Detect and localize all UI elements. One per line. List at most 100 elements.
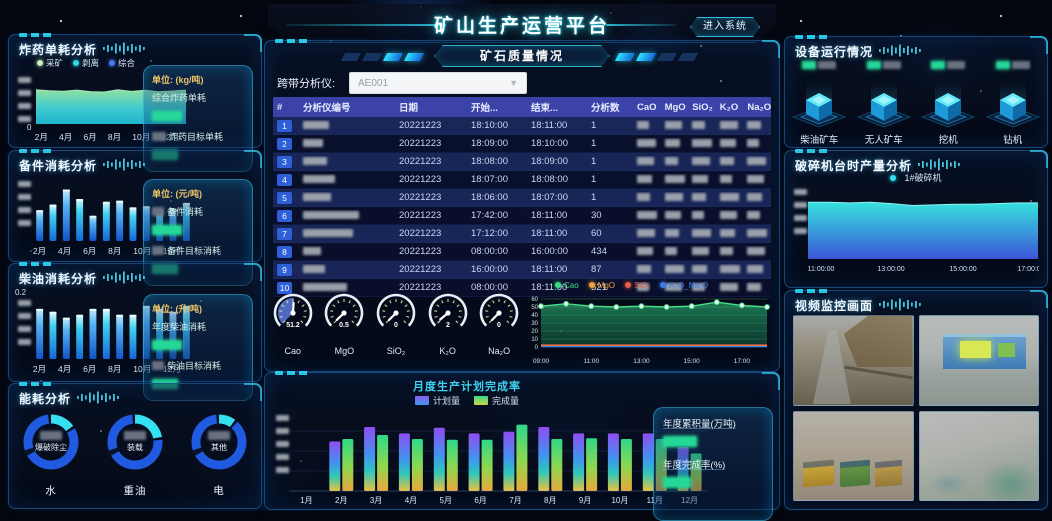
svg-text:3月: 3月 <box>370 496 382 505</box>
crusher-y-axis-redacted <box>793 189 807 234</box>
equipment-count-redacted <box>789 59 849 71</box>
legend-item: Cao <box>555 281 579 290</box>
axis-label: 6月 <box>83 245 96 257</box>
monthly-bar-chart: 1月2月3月4月5月6月7月8月9月10月11月12月 <box>289 399 707 512</box>
waveform-icon <box>103 158 147 174</box>
stat-label: 备件消耗 <box>152 205 244 218</box>
tab-deco-right <box>617 53 696 61</box>
waveform-icon <box>103 42 147 58</box>
donut-inner-label: 其他 <box>211 442 227 453</box>
gauge-label: K₂O <box>423 346 473 356</box>
svg-text:0: 0 <box>535 345 539 351</box>
lit-window <box>960 341 991 359</box>
svg-text:0: 0 <box>497 322 501 329</box>
guardrail <box>844 366 912 380</box>
svg-text:11:00:00: 11:00:00 <box>808 266 835 273</box>
axis-label: 4月 <box>58 245 71 257</box>
explosive-legend: 采矿剥离综合 <box>37 57 135 69</box>
gauge-label: SiO₂ <box>371 346 421 356</box>
unit-label: 单位: (升/吨) <box>152 302 244 315</box>
equipment-count-redacted <box>918 59 978 71</box>
crusher-legend-dot <box>890 175 896 181</box>
energy-donut-水: 爆破除尘水 <box>15 410 87 498</box>
explosive-y-axis-redacted <box>17 77 31 122</box>
svg-text:5月: 5月 <box>440 496 452 505</box>
stat-label: 年度柴油消耗 <box>152 320 244 333</box>
stars-background <box>0 0 2 2</box>
panel-energy-analysis: 能耗分析 爆破除尘水装载重油其他电 <box>8 383 262 509</box>
monthly-y-axis-redacted <box>275 415 289 473</box>
svg-text:9月: 9月 <box>579 496 591 505</box>
equipment-item: 挖机 <box>918 59 978 146</box>
lit-window-2 <box>998 343 1016 356</box>
fog-patch <box>981 461 1039 501</box>
stat-label: 炸药目标单耗 <box>152 130 244 143</box>
legend-item: SiO₂ <box>625 281 650 290</box>
donut-name: 重油 <box>99 483 171 498</box>
waveform-icon <box>879 44 923 60</box>
svg-text:17:00:00: 17:00:00 <box>1017 266 1039 273</box>
analyzer-select[interactable]: AE001 ▼ <box>349 72 527 94</box>
axis-label: 2月 <box>35 131 48 143</box>
panel-title: 设备运行情况 <box>795 43 873 60</box>
axis-label: 8月 <box>108 363 121 375</box>
camera-feed-2[interactable] <box>919 315 1040 406</box>
tab-ore-quality[interactable]: 矿石质量情况 <box>434 45 610 67</box>
waveform-icon <box>879 298 923 314</box>
panel-spare-parts-analysis: 备件消耗分析 2月4月6月8月10月12月 单位: (元/吨) 备件消耗 备件目… <box>8 150 262 262</box>
svg-text:0: 0 <box>394 322 398 329</box>
svg-text:15:00:00: 15:00:00 <box>949 266 976 273</box>
enter-system-button[interactable]: 进入系统 <box>690 17 760 37</box>
donut-inner-label: 装载 <box>127 442 143 453</box>
monthly-title: 月度生产计划完成率 <box>265 378 669 394</box>
camera-feed-4[interactable] <box>919 411 1040 502</box>
parked-truck <box>803 460 834 487</box>
donut-name: 水 <box>15 483 87 498</box>
panel-title: 柴油消耗分析 <box>19 270 97 287</box>
gauge-Na₂O: 0 Na₂O <box>474 289 524 356</box>
equipment-count-redacted <box>983 59 1043 71</box>
panel-title: 能耗分析 <box>19 390 71 407</box>
legend-item: 剥离 <box>73 57 99 69</box>
panel-diesel-analysis: 柴油消耗分析 0.2 2月4月6月8月10月12月 单位: (升/吨) 年度柴油… <box>8 263 262 382</box>
legend-item: K₂O_Na₂O <box>660 281 708 290</box>
energy-donuts: 爆破除尘水装载重油其他电 <box>9 410 261 498</box>
fog-patch <box>929 472 969 497</box>
parked-truck <box>840 460 870 487</box>
gauge-label: Na₂O <box>474 346 524 356</box>
equipment-item: 钻机 <box>983 59 1043 146</box>
svg-text:30: 30 <box>531 321 538 327</box>
waveform-icon <box>77 391 121 407</box>
ore-quality-tab-row: 矿石质量情况 <box>265 45 779 69</box>
annual-rate-label: 年度完成率(%) <box>663 457 763 471</box>
svg-text:8月: 8月 <box>544 496 556 505</box>
unit-label: 单位: (kg/吨) <box>152 73 244 86</box>
camera-feed-1[interactable] <box>793 315 914 406</box>
svg-text:51.2: 51.2 <box>286 322 300 329</box>
hill-slope <box>844 316 913 367</box>
stat-label: 柴油目标消耗 <box>152 359 244 372</box>
annual-total-label: 年度累积量(万吨) <box>663 416 763 430</box>
energy-donut-重油: 装载重油 <box>99 410 171 498</box>
analyzer-select-value: AE001 <box>358 78 388 89</box>
gauge-label: MgO <box>319 346 369 356</box>
camera-feed-3[interactable] <box>793 411 914 502</box>
svg-text:11:00: 11:00 <box>583 358 599 365</box>
